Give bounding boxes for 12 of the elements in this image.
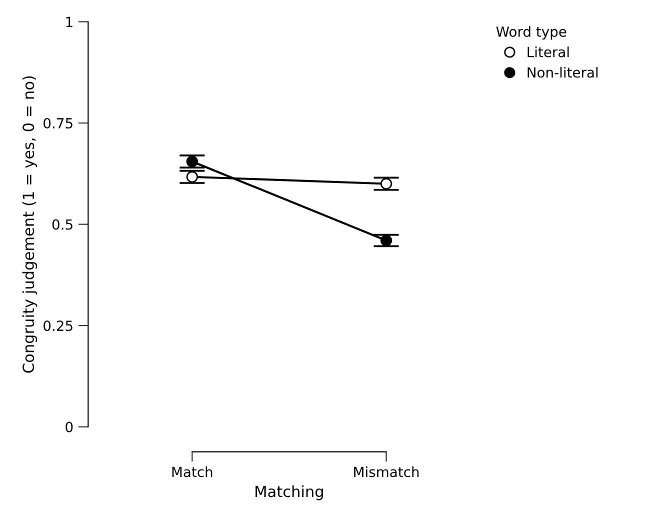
legend-title: Word type [496, 26, 566, 40]
y-axis-title: Congruity judgement (1 = yes, 0 = no) [22, 76, 38, 373]
y-tick-label: 0 [66, 422, 73, 432]
x-tick-label: Mismatch [354, 466, 419, 478]
y-tick-label: 0.5 [52, 219, 72, 230]
legend-label: Literal [528, 46, 569, 58]
x-tick-label: Match [172, 466, 212, 478]
legend-label: Non-literal [528, 66, 598, 78]
y-tick-label: 0.25 [44, 320, 72, 332]
x-axis-title: Matching [256, 485, 323, 500]
y-tick-label: 1 [66, 16, 72, 28]
y-tick-label: 0.75 [44, 118, 72, 128]
